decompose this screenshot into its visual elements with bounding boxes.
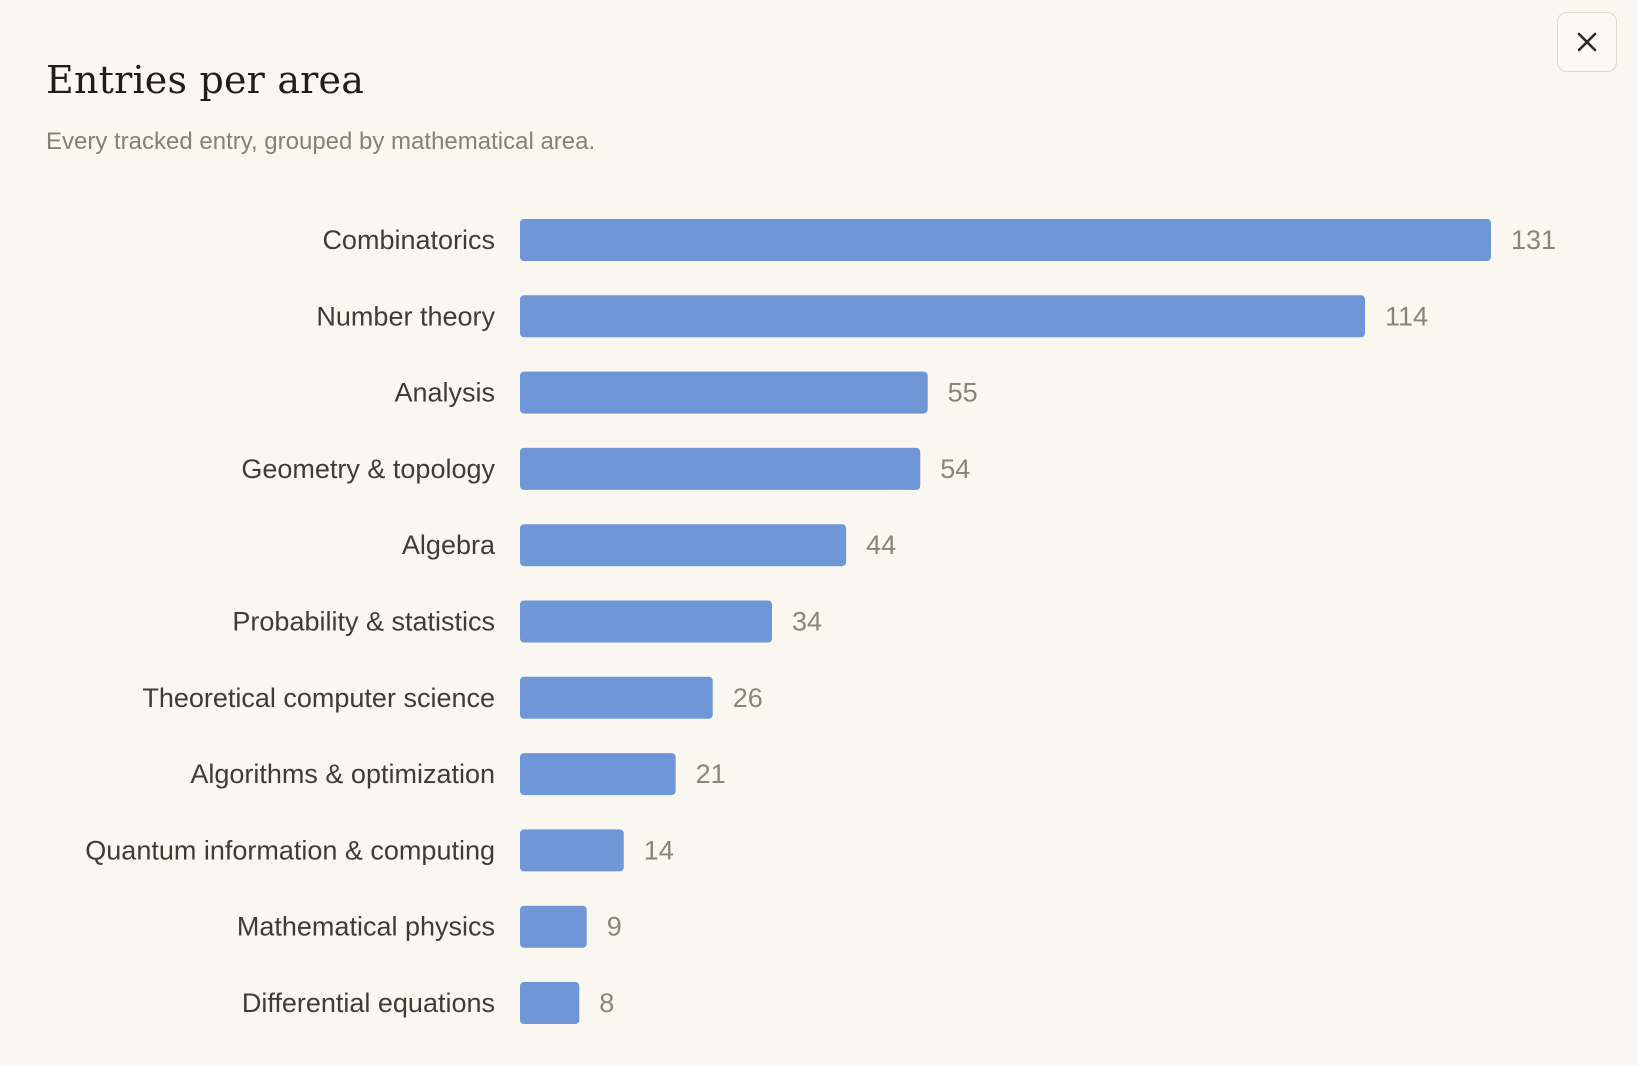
category-label: Theoretical computer science [142,683,495,713]
bar[interactable] [520,753,676,796]
value-label: 8 [599,988,614,1018]
category-label: Differential equations [242,988,495,1018]
bar[interactable] [520,676,713,719]
close-icon [1577,32,1597,52]
value-label: 131 [1511,225,1556,255]
bar[interactable] [520,371,928,414]
value-label: 21 [696,759,726,789]
value-label: 26 [733,683,763,713]
value-label: 55 [948,378,978,408]
dialog-title: Entries per area [46,58,365,102]
bar[interactable] [520,905,587,948]
bar[interactable] [520,447,921,490]
category-label: Algorithms & optimization [190,759,495,789]
bar[interactable] [520,982,580,1024]
category-label: Quantum information & computing [85,835,495,865]
value-label: 14 [644,835,674,865]
bar[interactable] [520,295,1365,338]
value-label: 54 [940,454,970,484]
bar[interactable] [520,219,1491,261]
bar[interactable] [520,524,847,567]
category-label: Analysis [394,378,495,408]
bar[interactable] [520,600,773,643]
category-labels: Combinatorics Number theory Analysis Geomet… [85,225,496,1018]
dialog-subtitle: Every tracked entry, grouped by mathemat… [46,128,596,155]
value-label: 9 [607,912,622,942]
category-label: Probability & statistics [232,607,495,637]
category-label: Algebra [402,530,496,560]
close-button[interactable] [1557,12,1617,72]
bar[interactable] [520,829,624,872]
category-label: Mathematical physics [237,912,495,942]
value-label: 114 [1385,301,1428,331]
value-label: 34 [792,607,822,637]
category-label: Combinatorics [322,225,495,255]
category-label: Geometry & topology [241,454,495,484]
category-label: Number theory [316,301,495,331]
value-label: 44 [866,530,896,560]
